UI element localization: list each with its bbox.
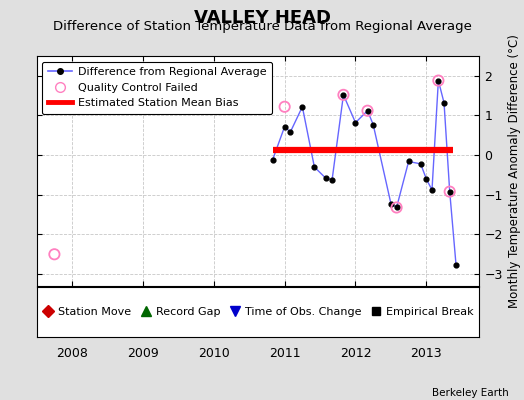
Text: Berkeley Earth: Berkeley Earth — [432, 388, 508, 398]
Point — [298, 104, 307, 110]
Point — [452, 262, 460, 268]
Legend: Station Move, Record Gap, Time of Obs. Change, Empirical Break: Station Move, Record Gap, Time of Obs. C… — [38, 302, 478, 321]
Point — [392, 204, 401, 211]
Point — [280, 123, 289, 130]
Point — [351, 120, 359, 126]
Y-axis label: Monthly Temperature Anomaly Difference (°C): Monthly Temperature Anomaly Difference (… — [508, 34, 521, 308]
Point — [286, 129, 294, 135]
Point — [417, 161, 425, 167]
Point — [440, 100, 448, 106]
Point — [339, 92, 347, 98]
Point — [434, 77, 443, 84]
Point — [310, 164, 319, 170]
Point — [268, 157, 277, 163]
Point — [363, 108, 372, 114]
Point — [392, 204, 401, 211]
Point — [280, 104, 289, 110]
Text: VALLEY HEAD: VALLEY HEAD — [193, 9, 331, 27]
Point — [339, 92, 347, 98]
Point — [422, 176, 431, 182]
Point — [363, 108, 372, 114]
Point — [328, 176, 336, 183]
Point — [387, 200, 395, 207]
Point — [50, 251, 59, 258]
Legend: Difference from Regional Average, Quality Control Failed, Estimated Station Mean: Difference from Regional Average, Qualit… — [42, 62, 272, 114]
Point — [428, 187, 436, 193]
Point — [434, 77, 443, 84]
Point — [405, 158, 413, 165]
Point — [445, 188, 454, 195]
Point — [445, 188, 454, 195]
Point — [369, 122, 377, 128]
Point — [322, 175, 330, 181]
Text: Difference of Station Temperature Data from Regional Average: Difference of Station Temperature Data f… — [52, 20, 472, 33]
